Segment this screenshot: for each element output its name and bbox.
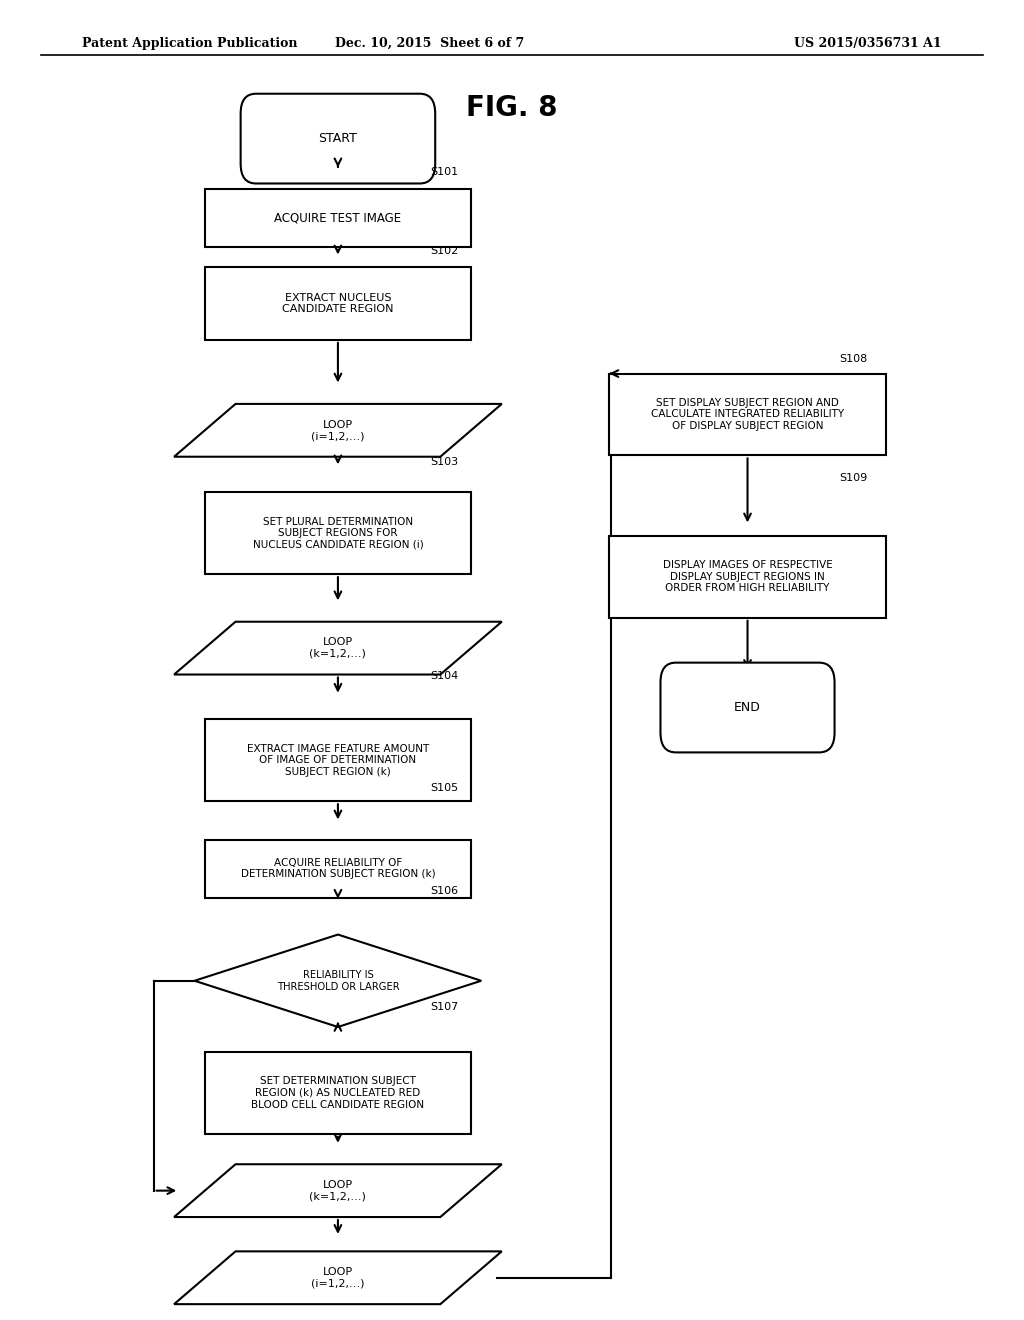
Text: SET DISPLAY SUBJECT REGION AND
CALCULATE INTEGRATED RELIABILITY
OF DISPLAY SUBJE: SET DISPLAY SUBJECT REGION AND CALCULATE… xyxy=(651,397,844,432)
FancyBboxPatch shape xyxy=(660,663,835,752)
FancyBboxPatch shape xyxy=(241,94,435,183)
Text: LOOP
(k=1,2,…): LOOP (k=1,2,…) xyxy=(309,1180,367,1201)
Text: EXTRACT IMAGE FEATURE AMOUNT
OF IMAGE OF DETERMINATION
SUBJECT REGION (k): EXTRACT IMAGE FEATURE AMOUNT OF IMAGE OF… xyxy=(247,743,429,777)
Text: START: START xyxy=(318,132,357,145)
Bar xyxy=(205,1052,471,1134)
Text: S108: S108 xyxy=(840,354,868,364)
Text: SET PLURAL DETERMINATION
SUBJECT REGIONS FOR
NUCLEUS CANDIDATE REGION (i): SET PLURAL DETERMINATION SUBJECT REGIONS… xyxy=(253,516,423,550)
Polygon shape xyxy=(195,935,481,1027)
Bar xyxy=(609,374,886,455)
Bar xyxy=(205,189,471,247)
Bar xyxy=(609,536,886,618)
Text: RELIABILITY IS
THRESHOLD OR LARGER: RELIABILITY IS THRESHOLD OR LARGER xyxy=(276,970,399,991)
Text: S105: S105 xyxy=(430,783,458,793)
Polygon shape xyxy=(174,404,502,457)
Text: S106: S106 xyxy=(430,886,458,896)
Text: DISPLAY IMAGES OF RESPECTIVE
DISPLAY SUBJECT REGIONS IN
ORDER FROM HIGH RELIABIL: DISPLAY IMAGES OF RESPECTIVE DISPLAY SUB… xyxy=(663,560,833,594)
Bar xyxy=(205,267,471,339)
Text: ACQUIRE RELIABILITY OF
DETERMINATION SUBJECT REGION (k): ACQUIRE RELIABILITY OF DETERMINATION SUB… xyxy=(241,858,435,879)
Text: S101: S101 xyxy=(430,166,458,177)
Text: S107: S107 xyxy=(430,1002,459,1012)
Text: EXTRACT NUCLEUS
CANDIDATE REGION: EXTRACT NUCLEUS CANDIDATE REGION xyxy=(283,293,393,314)
Polygon shape xyxy=(174,622,502,675)
Bar xyxy=(205,840,471,898)
Bar xyxy=(205,719,471,801)
Text: S103: S103 xyxy=(430,457,458,467)
Text: Patent Application Publication: Patent Application Publication xyxy=(82,37,297,50)
Polygon shape xyxy=(174,1164,502,1217)
Text: LOOP
(i=1,2,…): LOOP (i=1,2,…) xyxy=(311,1267,365,1288)
Polygon shape xyxy=(174,1251,502,1304)
Text: S102: S102 xyxy=(430,246,459,256)
Text: LOOP
(k=1,2,…): LOOP (k=1,2,…) xyxy=(309,638,367,659)
Text: LOOP
(i=1,2,…): LOOP (i=1,2,…) xyxy=(311,420,365,441)
Text: S104: S104 xyxy=(430,671,459,681)
Text: Dec. 10, 2015  Sheet 6 of 7: Dec. 10, 2015 Sheet 6 of 7 xyxy=(336,37,524,50)
Text: US 2015/0356731 A1: US 2015/0356731 A1 xyxy=(795,37,942,50)
Text: S109: S109 xyxy=(840,473,868,483)
Text: SET DETERMINATION SUBJECT
REGION (k) AS NUCLEATED RED
BLOOD CELL CANDIDATE REGIO: SET DETERMINATION SUBJECT REGION (k) AS … xyxy=(251,1076,425,1110)
Text: END: END xyxy=(734,701,761,714)
Bar xyxy=(205,492,471,574)
Text: ACQUIRE TEST IMAGE: ACQUIRE TEST IMAGE xyxy=(274,211,401,224)
Text: FIG. 8: FIG. 8 xyxy=(466,94,558,123)
